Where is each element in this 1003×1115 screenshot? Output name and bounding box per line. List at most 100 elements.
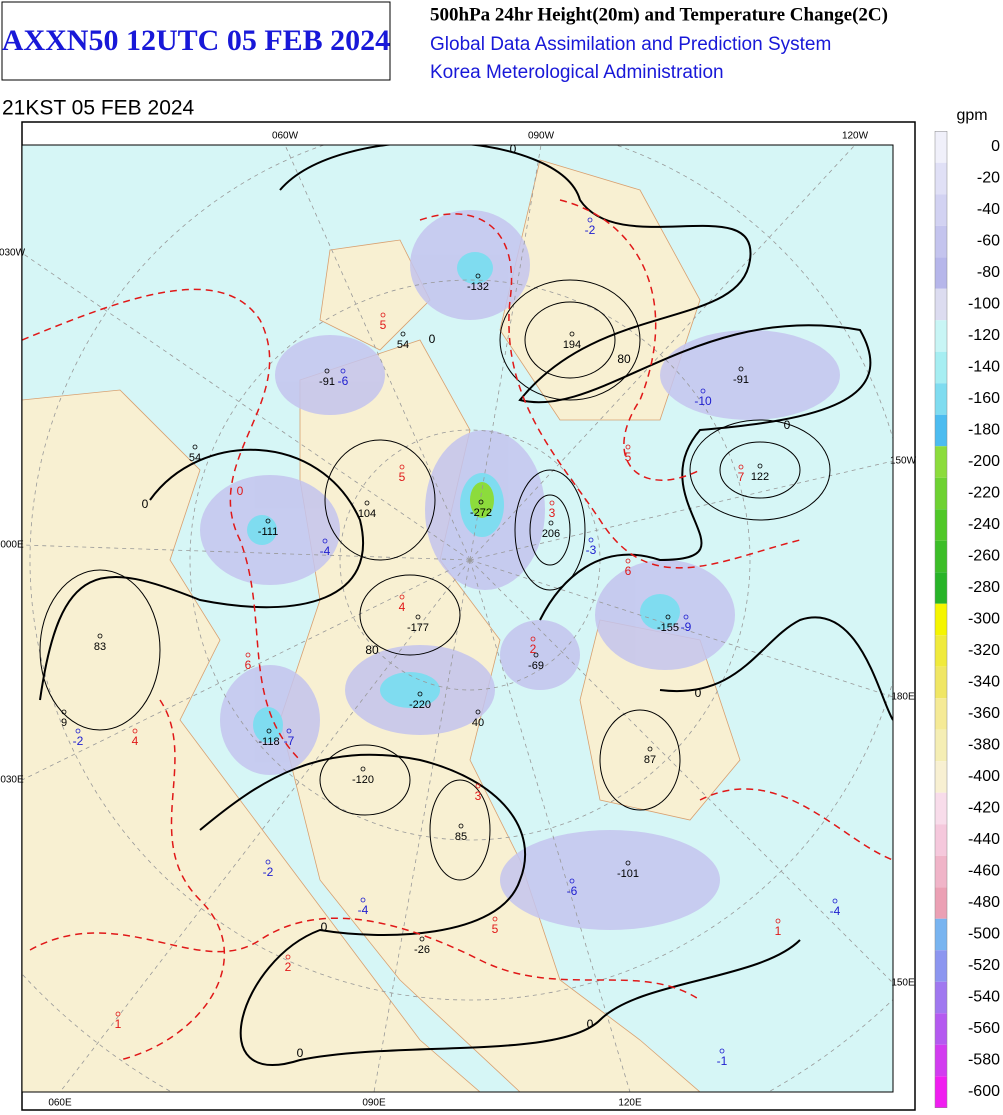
colorbar-swatch [935,792,947,825]
temperature-center-marker [399,464,405,470]
colorbar-label: -180 [968,422,1000,439]
temperature-center-label: -2 [73,734,84,748]
colorbar-frame [934,131,948,1108]
colorbar-swatch [935,383,947,415]
temperature-center-marker [265,859,271,865]
colorbar-label: -40 [977,201,1000,218]
colorbar-swatch [935,477,947,510]
longitude-label: 060E [48,1098,72,1109]
temperature-center-marker [588,537,594,543]
colorbar-label: -80 [977,264,1000,281]
temperature-center-label: 1 [775,924,782,938]
height-center-label: 9 [61,717,67,729]
temperature-center-label: 5 [399,470,406,484]
colorbar-swatch [935,162,947,195]
temperature-center-label: 3 [475,789,482,803]
temperature-center-marker [75,728,81,734]
height-center-label: -91 [733,374,749,386]
contour-label: 0 [429,332,436,346]
height-center-marker [475,273,481,279]
longitude-label: 060W [272,131,299,142]
colorbar-label: -220 [968,485,1000,502]
height-center-label: 87 [644,754,656,766]
temperature-center-marker [132,728,138,734]
longitude-label: 090E [362,1098,386,1109]
temperature-center-marker [738,464,744,470]
temperature-center-marker [775,918,781,924]
colorbar-label: -120 [968,327,1000,344]
colorbar-swatch [935,666,947,699]
height-center-label: -26 [414,944,430,956]
product-title: AXXN50 12UTC 05 FEB 2024 [2,24,390,57]
colorbar-swatch [935,194,947,226]
colorbar-label: 0 [991,138,1000,155]
longitude-label: 030E [0,775,24,786]
temperature-center-marker [625,558,631,564]
colorbar: 0 -20 -40 -60 -80 -100 -120 -140 -160 -180 -200 -22… [934,131,1000,1108]
height-center-label: -111 [258,526,278,538]
colorbar-swatch [935,887,947,919]
colorbar-label: -580 [968,1052,1000,1069]
height-center-label: 104 [358,508,376,520]
temperature-center-label: 4 [399,600,406,614]
temperature-contours [22,199,893,1061]
temperature-center-marker [549,500,555,506]
height-center-marker [417,691,423,697]
height-center-label: -155 [657,622,679,634]
height-center-label: -101 [617,868,639,880]
height-center-label: -177 [407,622,429,634]
height-center-label: -91 [319,376,335,388]
colorbar-label: -440 [968,831,1000,848]
temperature-center-marker [683,614,689,620]
contour-label: 80 [617,352,631,366]
colorbar-label: -380 [968,737,1000,754]
colorbar-swatch [935,509,947,541]
temperature-center-label: -4 [830,904,841,918]
temperature-center-marker [322,538,328,544]
colorbar-swatch [935,351,947,384]
height-center-marker [266,728,272,734]
colorbar-swatch [935,1076,947,1108]
colorbar-swatch [935,981,947,1014]
temperature-center-label: 5 [625,450,632,464]
height-center-marker [625,860,631,866]
temperature-center-marker [360,897,366,903]
temperature-center-marker [492,916,498,922]
temperature-center-marker [530,636,536,642]
colorbar-label: -320 [968,642,1000,659]
height-center-label: -132 [467,281,489,293]
temperature-center-label: -4 [320,544,331,558]
colorbar-swatch [935,698,947,730]
temperature-center-marker [625,444,631,450]
temperature-center-label: 2 [285,960,292,974]
height-center-marker [569,331,575,337]
temperature-center-marker [700,388,706,394]
temperature-center-label: -10 [694,394,712,408]
system-name: Global Data Assimilation and Prediction … [430,34,831,55]
height-center-label: -118 [258,736,279,748]
contour-label: 0 [297,1046,304,1060]
colorbar-label: -600 [968,1083,1000,1100]
contour-label: 0 [321,920,328,934]
temperature-center-label: -4 [358,903,369,917]
height-center-marker [360,766,366,772]
temperature-center-marker [587,217,593,223]
colorbar-swatch [935,572,947,604]
temperature-center-label: 6 [245,658,252,672]
contour-label: 0 [695,686,702,700]
temperature-center-label: 5 [492,922,499,936]
temperature-center-label: 1 [115,1017,122,1031]
temperature-center-label: -2 [585,223,596,237]
colorbar-label: -160 [968,390,1000,407]
agency-name: Korea Meterological Administration [430,62,724,83]
height-center-marker [647,746,653,752]
colorbar-label: -360 [968,705,1000,722]
height-center-label: -220 [409,699,431,711]
longitude-label: 150W [890,456,917,467]
longitude-label: 120E [618,1098,642,1109]
temperature-center-label: -2 [263,865,274,879]
colorbar-swatch [935,288,947,321]
